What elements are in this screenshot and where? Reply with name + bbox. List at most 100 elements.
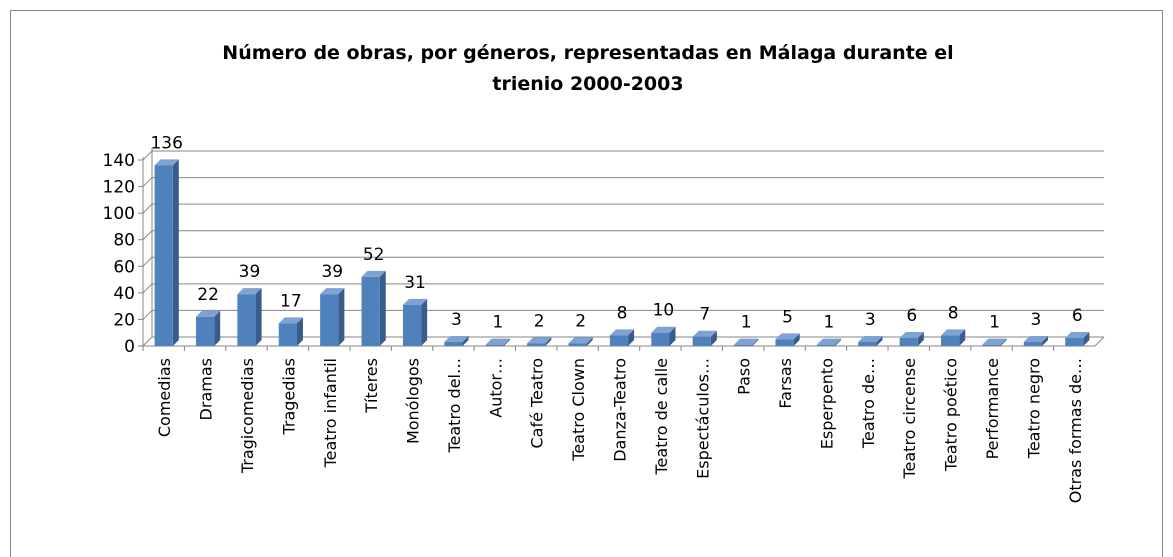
y-tick-label: 60 [113, 257, 135, 277]
bar-front [320, 294, 339, 346]
grid-line [142, 256, 153, 267]
grid-line [142, 310, 153, 320]
bar-side [338, 288, 345, 346]
x-tick-label: Teatro de… [859, 358, 878, 449]
bar-front [237, 294, 256, 346]
bar-front [402, 304, 422, 346]
x-axis-depth [1094, 336, 1105, 347]
bar-front [609, 335, 629, 346]
x-tick-label: Dramas [197, 358, 216, 420]
x-tick-label: Tragicomedias [238, 358, 257, 474]
bar-front [651, 332, 670, 346]
data-label: 8 [948, 303, 959, 323]
bar-top [692, 330, 717, 337]
bar [154, 159, 179, 346]
data-label: 8 [617, 303, 628, 323]
grid-line [142, 336, 153, 347]
bar-side [959, 329, 966, 346]
bar-side [214, 310, 221, 346]
bar-side [545, 337, 552, 346]
bar-front [775, 339, 794, 346]
data-label: 2 [575, 311, 586, 331]
bar-top [858, 336, 883, 343]
bar-front [278, 323, 297, 346]
bar-top [444, 336, 469, 343]
data-label: 3 [1030, 310, 1041, 330]
y-tick-label: 40 [113, 284, 135, 304]
y-tick-label: 120 [103, 178, 135, 198]
bar [941, 329, 966, 346]
bar-front [361, 276, 380, 346]
bar-side [793, 333, 800, 346]
grid-line [142, 230, 153, 241]
chart-frame [10, 10, 1163, 557]
x-tick-label: Otras formas de… [1066, 358, 1085, 503]
chart-title: Número de obras, por géneros, representa… [222, 42, 954, 95]
data-label: 6 [1072, 306, 1083, 326]
bar [816, 338, 842, 346]
bar-front [195, 316, 215, 346]
bar-front [527, 343, 546, 346]
bar [485, 338, 510, 346]
bar-side [1042, 336, 1049, 346]
bar-top [485, 338, 510, 345]
grid-line [142, 203, 153, 214]
x-tick-label: Teatro de calle [652, 358, 671, 476]
bar-side [421, 298, 428, 346]
bar-side [710, 330, 717, 346]
bar-front [734, 344, 753, 346]
bar-top [237, 288, 262, 295]
data-label: 6 [906, 306, 917, 326]
x-tick-label: Esperpento [817, 358, 836, 449]
bar-side [503, 338, 510, 346]
bar-top [568, 337, 593, 344]
bar-top [941, 329, 966, 336]
bar-top [982, 338, 1007, 345]
x-tick-label: Farsas [776, 358, 795, 409]
grid-line [142, 283, 153, 294]
bar [651, 326, 676, 346]
y-tick-label: 100 [103, 204, 135, 224]
x-tick-label: Café Teatro [528, 358, 547, 449]
bar-top [1023, 336, 1049, 343]
bar-top [402, 298, 428, 305]
data-label: 17 [280, 291, 302, 311]
bar-front [982, 344, 1001, 346]
bar [899, 332, 924, 346]
x-tick-label: Danza-Teatro [611, 358, 630, 462]
y-tick-label: 80 [113, 231, 135, 251]
data-label: 39 [239, 262, 261, 282]
grid-line [142, 177, 153, 187]
data-label: 5 [782, 307, 793, 327]
bar [609, 329, 635, 346]
data-label: 136 [150, 133, 182, 153]
bar-top [320, 288, 345, 295]
bar-front [941, 335, 960, 346]
bar-side [1083, 332, 1090, 346]
bar-side [172, 159, 179, 346]
x-tick-label: Teatro circense [900, 358, 919, 480]
bar-top [154, 159, 179, 166]
data-label: 39 [321, 262, 343, 282]
bar-side [669, 326, 676, 346]
x-tick-label: Espectáculos… [693, 358, 712, 479]
data-label: 1 [989, 313, 1000, 333]
data-label: 1 [824, 313, 835, 333]
bar-side [586, 337, 593, 346]
x-tick-label: Teatro poético [942, 358, 961, 472]
data-label: 2 [534, 311, 545, 331]
bar-front [816, 344, 836, 346]
data-label: 3 [865, 310, 876, 330]
bar-side [752, 338, 759, 346]
y-tick-label: 20 [113, 310, 135, 330]
bar [982, 338, 1007, 346]
bar [568, 337, 593, 346]
y-tick-label: 0 [124, 337, 135, 357]
bar [527, 337, 552, 346]
bar-top [278, 317, 303, 324]
x-tick-label: Teatro Clown [569, 358, 588, 462]
bar-front [568, 343, 587, 346]
bar-front [485, 344, 504, 346]
